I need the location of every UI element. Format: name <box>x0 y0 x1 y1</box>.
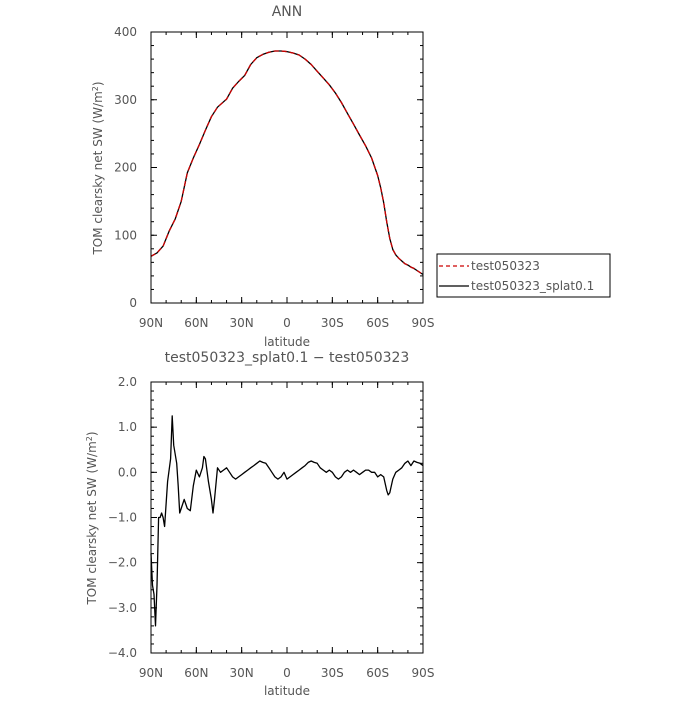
top-x-tick-label: 30S <box>321 316 344 330</box>
bottom-y-axis-label: TOM clearsky net SW (W/m2) <box>85 431 99 605</box>
top-x-ticks: 90N 60N 30N 0 30S 60S 90S <box>139 32 435 330</box>
bottom-x-tick-label: 60S <box>366 666 389 680</box>
top-x-tick-label: 60N <box>184 316 208 330</box>
legend-label-test050323: test050323 <box>471 259 540 273</box>
top-series-test050323 <box>150 50 424 276</box>
bottom-y-tick-label: 0.0 <box>118 465 137 479</box>
bottom-y-tick-label: 1.0 <box>118 420 137 434</box>
bottom-x-tick-label: 90N <box>139 666 163 680</box>
top-y-tick-label: 400 <box>114 25 137 39</box>
top-x-axis-label: latitude <box>264 335 310 349</box>
bottom-panel: test050323_splat0.1 − test050323 2.0 1.0 0… <box>85 350 434 698</box>
bottom-x-axis-label: latitude <box>264 684 310 698</box>
top-y-tick-label: 0 <box>129 296 137 310</box>
bottom-x-tick-label: 30S <box>321 666 344 680</box>
top-x-tick-label: 0 <box>283 316 291 330</box>
top-x-tick-label: 30N <box>230 316 254 330</box>
top-y-tick-label: 300 <box>114 93 137 107</box>
bottom-x-tick-label: 60N <box>184 666 208 680</box>
bottom-plot-frame <box>150 381 424 654</box>
bottom-y-tick-label: 2.0 <box>118 375 137 389</box>
bottom-y-tick-label: −4.0 <box>108 646 137 660</box>
bottom-series-lines <box>150 415 424 627</box>
bottom-y-tick-label: −2.0 <box>108 556 137 570</box>
top-x-tick-label: 60S <box>366 316 389 330</box>
top-x-tick-label: 90N <box>139 316 163 330</box>
top-x-tick-label: 90S <box>412 316 435 330</box>
top-y-tick-label: 200 <box>114 161 137 175</box>
bottom-y-tick-label: −1.0 <box>108 511 137 525</box>
top-y-tick-label: 100 <box>114 228 137 242</box>
legend-label-splat: test050323_splat0.1 <box>471 279 594 293</box>
legend: test050323 test050323_splat0.1 <box>436 253 611 298</box>
bottom-y-tick-label: −3.0 <box>108 601 137 615</box>
bottom-x-tick-label: 30N <box>230 666 254 680</box>
bottom-chart-title: test050323_splat0.1 − test050323 <box>165 350 410 366</box>
top-y-axis-label: TOM clearsky net SW (W/m2) <box>91 81 105 255</box>
bottom-y-ticks: 2.0 1.0 0.0 −1.0 −2.0 −3.0 −4.0 <box>108 375 423 660</box>
top-plot-frame <box>150 31 424 304</box>
bottom-x-tick-label: 90S <box>412 666 435 680</box>
top-chart-title: ANN <box>272 4 303 20</box>
bottom-x-ticks: 90N 60N 30N 0 30S 60S 90S <box>139 382 435 680</box>
top-y-ticks: 0 100 200 300 400 <box>114 25 423 310</box>
bottom-x-tick-label: 0 <box>283 666 291 680</box>
top-panel: ANN 0 100 200 300 400 90N 60N 30N 0 30S 60S 90S la… <box>91 4 434 349</box>
legend-box <box>436 253 611 298</box>
top-series-lines <box>150 50 424 276</box>
bottom-series-line-0 <box>150 415 424 627</box>
